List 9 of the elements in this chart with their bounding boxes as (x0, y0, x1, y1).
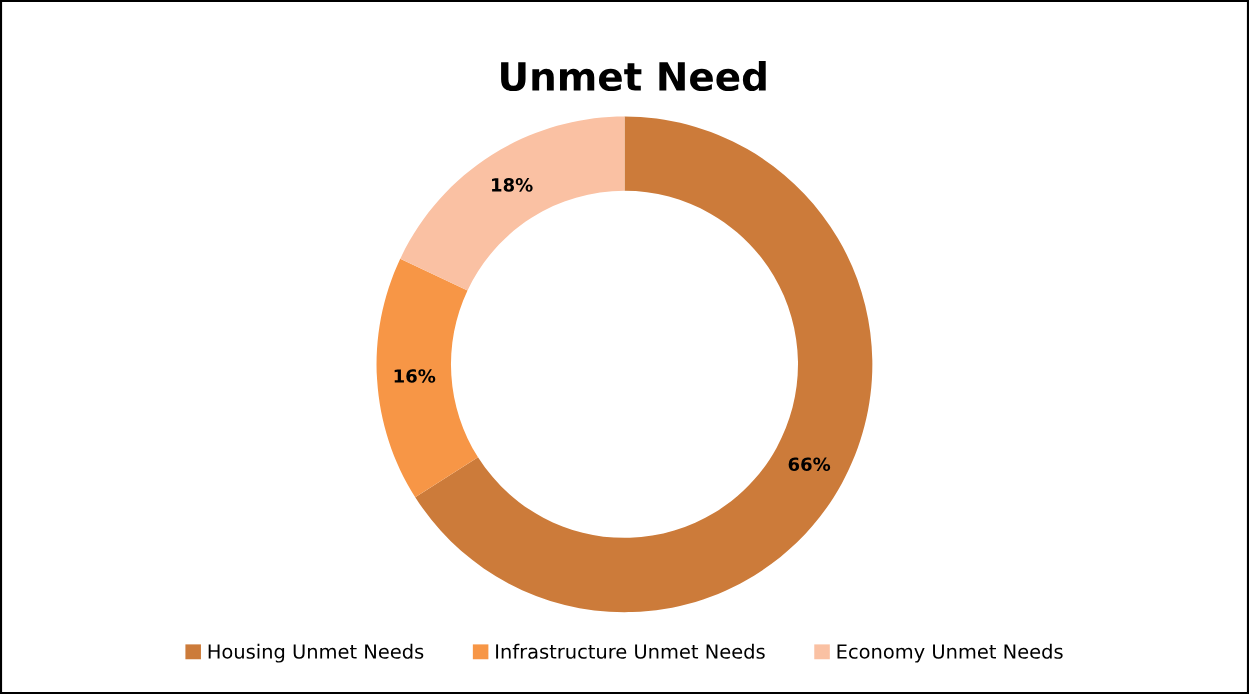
legend-label: Infrastructure Unmet Needs (496, 643, 765, 659)
donut-slice (376, 258, 479, 498)
data-label: 16% (394, 369, 436, 383)
legend-label: Economy Unmet Needs (837, 643, 1063, 663)
donut-slice (400, 116, 625, 291)
data-label: 66% (788, 457, 831, 472)
legend-label: Housing Unmet Needs (208, 643, 424, 663)
data-label: 18% (492, 178, 533, 192)
chart-title: Unmet Need (501, 60, 766, 92)
